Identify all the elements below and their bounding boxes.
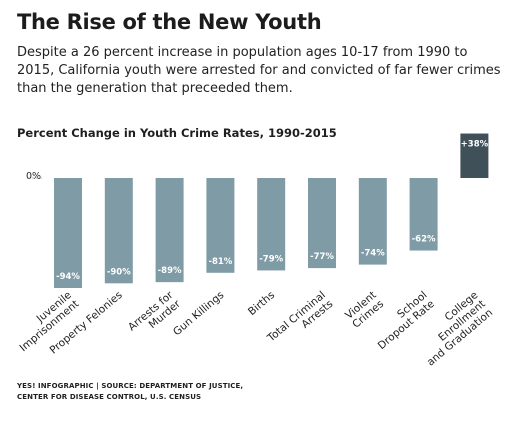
- source-line-2: CENTER FOR DISEASE CONTROL, U.S. CENSUS: [17, 393, 202, 401]
- bar-value-label-5: -77%: [310, 252, 334, 262]
- bar-value-label-4: -79%: [259, 254, 283, 264]
- chart-title: The Rise of the New Youth: [17, 10, 322, 34]
- category-label-6: ViolentCrimes: [343, 289, 386, 331]
- bar-7: [409, 178, 438, 251]
- bar-value-label-0: -94%: [56, 272, 80, 282]
- bar-value-label-1: -90%: [107, 267, 131, 277]
- category-label-0: JuvenileImprisonment: [10, 289, 81, 354]
- category-label-4: Births: [246, 289, 277, 318]
- bar-value-label-6: -74%: [361, 249, 385, 259]
- bar-4: [257, 178, 286, 271]
- bar-0: [54, 178, 82, 288]
- source-line-1: YES! INFOGRAPHIC | SOURCE: DEPARTMENT OF…: [17, 382, 244, 390]
- bar-2: [155, 178, 184, 283]
- bar-1: [104, 178, 133, 284]
- category-label-line: Births: [246, 289, 277, 318]
- source-footer: YES! INFOGRAPHIC | SOURCE: DEPARTMENT OF…: [17, 381, 243, 403]
- bar-value-label-2: -89%: [158, 266, 182, 276]
- zero-axis-label: 0%: [26, 171, 41, 182]
- category-label-3: Gun Killings: [171, 289, 226, 338]
- bar-3: [206, 178, 235, 273]
- bar-value-label-3: -81%: [208, 257, 232, 267]
- bar-value-label-7: -62%: [412, 235, 436, 245]
- chart-subtitle: Despite a 26 percent increase in populat…: [17, 45, 501, 96]
- bar-8: [460, 133, 489, 178]
- bar-6: [358, 178, 387, 265]
- bar-5: [308, 178, 336, 269]
- bar-value-label-8: +38%: [461, 140, 489, 150]
- plot-heading: Percent Change in Youth Crime Rates, 199…: [17, 126, 337, 140]
- category-label-line: Gun Killings: [171, 289, 226, 338]
